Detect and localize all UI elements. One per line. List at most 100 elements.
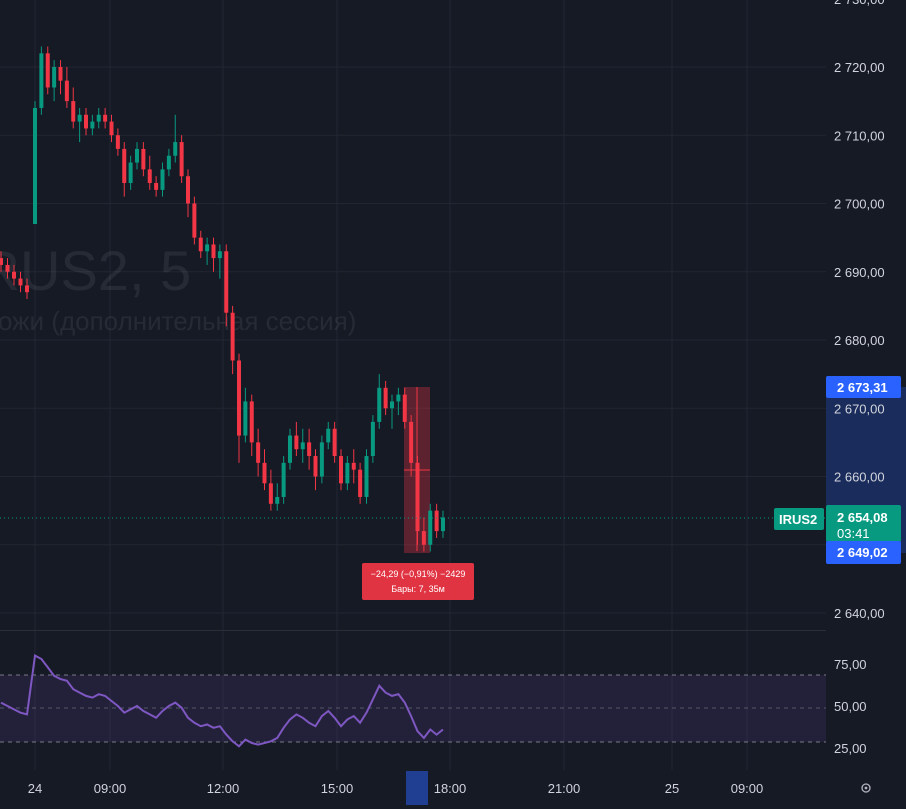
price-tick-label: 2 690,00 xyxy=(834,265,885,280)
price-tick-label: 2 730,00 xyxy=(834,0,885,7)
candle-body xyxy=(84,114,88,129)
rsi-tick-label: 75,00 xyxy=(834,657,867,672)
candle xyxy=(281,456,286,504)
indicator-separator xyxy=(0,630,906,631)
candle-body xyxy=(224,251,229,313)
candle-body xyxy=(409,421,414,463)
candle xyxy=(192,196,197,245)
candle xyxy=(217,244,222,279)
candle xyxy=(358,462,363,504)
candle xyxy=(96,107,101,129)
candle xyxy=(39,46,44,115)
candle xyxy=(288,428,292,470)
candle xyxy=(294,421,299,457)
price-tick-label: 2 660,00 xyxy=(834,470,885,485)
candle xyxy=(396,387,401,416)
time-tick-label: 12:00 xyxy=(207,781,240,796)
candle xyxy=(160,162,165,197)
candle xyxy=(409,415,414,477)
candle xyxy=(18,271,23,293)
candle xyxy=(147,155,152,190)
candle-body xyxy=(230,312,235,361)
price-tick-label: 2 720,00 xyxy=(834,60,885,75)
candle xyxy=(84,107,88,136)
candle-body xyxy=(434,510,439,532)
candles-group xyxy=(0,46,445,552)
candle xyxy=(33,101,37,224)
candle xyxy=(370,415,375,463)
candle xyxy=(262,449,267,491)
candle xyxy=(141,142,146,177)
candle xyxy=(52,60,57,102)
candle xyxy=(173,114,178,163)
time-tick-label: 18:00 xyxy=(434,781,467,796)
price-label-bottom: 2 649,02 xyxy=(837,545,888,560)
candle xyxy=(12,264,16,286)
candle xyxy=(300,428,305,463)
candle xyxy=(268,469,273,511)
symbol-tag: IRUS2 xyxy=(779,512,817,527)
candle-body xyxy=(281,462,286,497)
candle-body xyxy=(179,142,184,177)
candle xyxy=(307,428,312,470)
time-axis-ticks: 24 09:00 12:00 15:00 18:00 21:00 25 09:00 xyxy=(28,781,764,796)
candle-body xyxy=(421,531,426,545)
candle xyxy=(71,87,76,129)
candle xyxy=(345,456,350,491)
candle-body xyxy=(268,483,273,504)
candle-body xyxy=(39,53,44,108)
candle-body xyxy=(249,401,254,443)
grid-lines xyxy=(0,0,826,770)
candle-body xyxy=(256,442,261,463)
time-tick-label: 25 xyxy=(665,781,679,796)
candle-body xyxy=(237,360,241,436)
measure-tooltip-change: −24,29 (−0,91%) −2429 xyxy=(371,569,466,579)
candle xyxy=(230,305,235,375)
time-axis[interactable] xyxy=(0,770,906,809)
candle-body xyxy=(415,462,420,532)
candle xyxy=(205,237,210,265)
candle-body xyxy=(173,142,178,156)
rsi-tick-label: 25,00 xyxy=(834,741,867,756)
candle xyxy=(77,107,82,143)
candle-body xyxy=(109,121,114,136)
candle xyxy=(434,503,439,538)
candle-body xyxy=(205,244,210,252)
candle-body xyxy=(58,67,63,81)
candle-body xyxy=(33,107,37,224)
candle-body xyxy=(217,251,222,259)
candle-body xyxy=(396,394,401,402)
candle xyxy=(122,142,127,197)
price-tick-label: 2 710,00 xyxy=(834,128,885,143)
time-tick-label: 09:00 xyxy=(94,781,127,796)
price-tick-label: 2 670,00 xyxy=(834,401,885,416)
candle-body xyxy=(262,462,267,484)
gear-icon[interactable] xyxy=(861,783,871,793)
candle-body xyxy=(192,203,197,238)
candle-body xyxy=(71,101,76,122)
candle xyxy=(351,449,356,484)
candle-body xyxy=(77,114,82,122)
candle-body xyxy=(12,271,16,279)
price-label-top: 2 673,31 xyxy=(837,380,888,395)
candle-body xyxy=(402,394,407,422)
candle-body xyxy=(326,428,331,443)
candle xyxy=(243,387,248,443)
candle xyxy=(421,517,426,552)
candle-body xyxy=(211,244,216,259)
candle-body xyxy=(122,148,127,184)
candle-body xyxy=(154,183,159,190)
candle-body xyxy=(135,148,139,163)
candle-body xyxy=(275,496,280,504)
candle xyxy=(383,380,388,416)
candle-body xyxy=(339,456,343,484)
price-label-bottom-bg xyxy=(826,541,901,564)
symbol-watermark: IRUS2, 5 ожи (дополнительная сессия) xyxy=(0,239,356,336)
candle xyxy=(428,503,433,552)
price-label-current: 2 654,08 xyxy=(837,510,888,525)
time-tick-label: 24 xyxy=(28,781,42,796)
candle-body xyxy=(390,401,394,409)
candle xyxy=(186,169,190,218)
price-tick-label: 2 700,00 xyxy=(834,197,885,212)
